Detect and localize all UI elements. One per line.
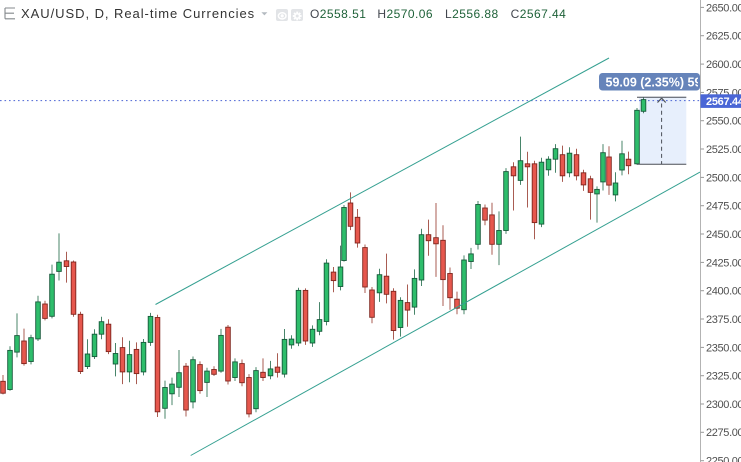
svg-text:59.09 (2.35%) 59: 59.09 (2.35%) 59 — [606, 76, 702, 90]
svg-text:2475.00: 2475.00 — [706, 201, 741, 213]
svg-text:2625.00: 2625.00 — [706, 31, 741, 43]
svg-text:2325.00: 2325.00 — [706, 371, 741, 383]
svg-text:2250.00: 2250.00 — [706, 456, 741, 462]
svg-text:2350.00: 2350.00 — [706, 342, 741, 354]
svg-text:2600.00: 2600.00 — [706, 59, 741, 71]
svg-text:2500.00: 2500.00 — [706, 172, 741, 184]
svg-text:2525.00: 2525.00 — [706, 144, 741, 156]
svg-text:2550.00: 2550.00 — [706, 116, 741, 128]
svg-text:2567.44: 2567.44 — [706, 96, 741, 108]
svg-text:2275.00: 2275.00 — [706, 427, 741, 439]
svg-text:2375.00: 2375.00 — [706, 314, 741, 326]
svg-text:2650.00: 2650.00 — [706, 2, 741, 14]
svg-text:2300.00: 2300.00 — [706, 399, 741, 411]
svg-text:2450.00: 2450.00 — [706, 229, 741, 241]
svg-text:2425.00: 2425.00 — [706, 257, 741, 269]
svg-text:2400.00: 2400.00 — [706, 286, 741, 298]
